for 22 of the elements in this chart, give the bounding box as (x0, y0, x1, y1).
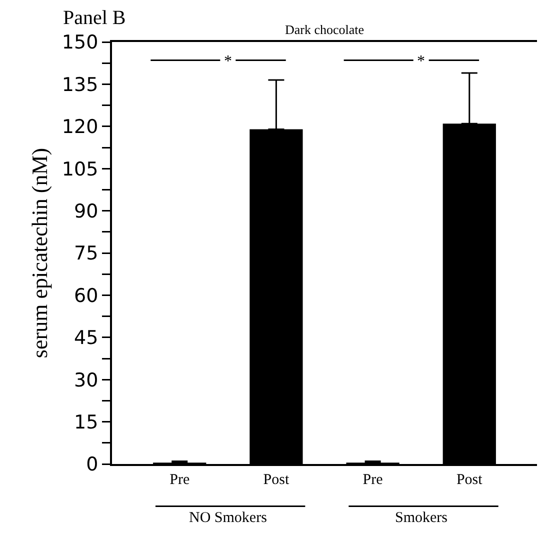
y-tick-label: 45 (74, 327, 98, 350)
x-tick-label: Pre (362, 472, 384, 488)
y-tick-label: 0 (86, 454, 98, 476)
y-tick-label: 120 (62, 116, 98, 138)
x-tick-label: Post (456, 472, 484, 488)
y-tick-label: 135 (62, 74, 98, 96)
text: Smokers (395, 510, 448, 526)
y-tick-label: 15 (74, 411, 98, 434)
text: Panel B (63, 7, 126, 29)
y-tick-label: 150 (62, 32, 98, 54)
y-tick-label: 60 (74, 284, 98, 307)
annotation: * (224, 53, 232, 70)
y-tick-label: 105 (62, 158, 98, 180)
chart-title: Dark chocolate (284, 22, 364, 37)
text: NO Smokers (189, 510, 268, 526)
y-axis-title: serum epicatechin (nM) (27, 148, 52, 358)
x-tick-label: Post (263, 472, 290, 488)
y-tick-label: 90 (74, 200, 98, 222)
annotation: * (417, 53, 425, 70)
x-tick-label: Pre (170, 472, 190, 488)
y-tick-label: 30 (74, 369, 98, 392)
y-tick-label: 75 (74, 242, 98, 265)
